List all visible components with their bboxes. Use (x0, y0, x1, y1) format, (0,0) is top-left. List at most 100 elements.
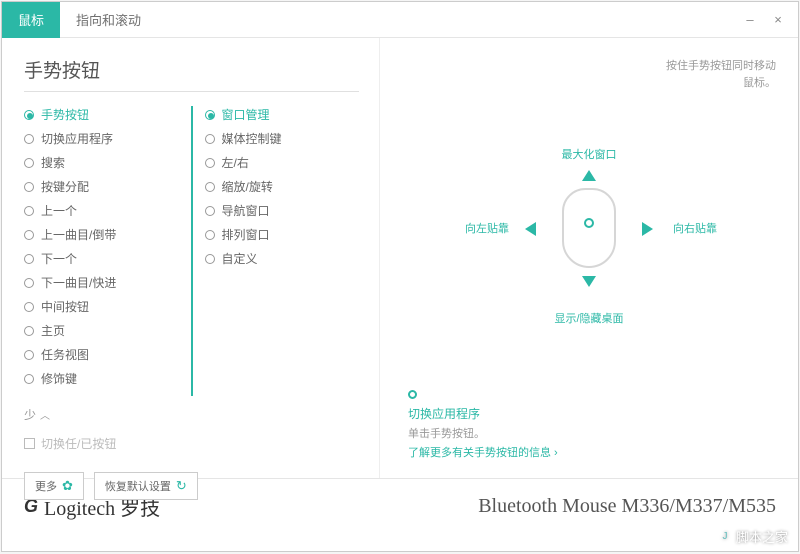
option-item[interactable]: 手势按钮 (24, 106, 179, 123)
radio-icon (205, 110, 215, 120)
option-item[interactable]: 搜索 (24, 154, 179, 171)
radio-icon (24, 230, 34, 240)
radio-icon (24, 374, 34, 384)
option-item[interactable]: 主页 (24, 322, 179, 339)
checkbox-icon[interactable] (24, 438, 35, 449)
option-label: 缩放/旋转 (222, 178, 273, 195)
option-item[interactable]: 左/右 (205, 154, 360, 171)
option-item[interactable]: 上一曲目/倒带 (24, 226, 179, 243)
app-window: 鼠标 指向和滚动 – × 手势按钮 手势按钮切换应用程序搜索按键分配上一个上一曲… (1, 1, 799, 552)
collapse-row[interactable]: 少 ︿ (24, 406, 359, 423)
refresh-icon: ↻ (176, 478, 187, 494)
info-title: 切换应用程序 (408, 405, 778, 422)
minimize-icon[interactable]: – (744, 12, 756, 27)
option-item[interactable]: 停止 (24, 394, 179, 396)
tab-point-scroll[interactable]: 指向和滚动 (60, 2, 157, 38)
option-label: 导航窗口 (222, 202, 270, 219)
tab-mouse[interactable]: 鼠标 (2, 2, 60, 38)
option-label: 上一个 (41, 202, 77, 219)
radio-icon (24, 110, 34, 120)
option-item[interactable]: 下一个 (24, 250, 179, 267)
option-label: 主页 (41, 322, 65, 339)
radio-icon (24, 350, 34, 360)
less-label: 少 (24, 406, 36, 423)
option-item[interactable]: 缩放/旋转 (205, 178, 360, 195)
radio-icon (205, 182, 215, 192)
option-item[interactable]: 修饰键 (24, 370, 179, 387)
option-item[interactable]: 按键分配 (24, 178, 179, 195)
radio-icon (205, 230, 215, 240)
option-item[interactable]: 任务视图 (24, 346, 179, 363)
option-label: 左/右 (222, 154, 249, 171)
info-sub: 单击手势按钮。 (408, 425, 778, 441)
option-item[interactable]: 导航窗口 (205, 202, 360, 219)
option-label: 修饰键 (41, 370, 77, 387)
diagram-left-label: 向左贴靠 (465, 220, 509, 236)
info-dot-icon (408, 390, 417, 399)
option-label: 上一曲目/倒带 (41, 226, 116, 243)
option-item[interactable]: 中间按钮 (24, 298, 179, 315)
radio-icon (24, 254, 34, 264)
chevron-up-icon: ︿ (40, 407, 50, 422)
option-item[interactable]: 媒体控制键 (205, 130, 360, 147)
mouse-diagram: 最大化窗口 向左贴靠 向右贴靠 显示/隐藏桌面 (429, 128, 749, 338)
option-columns: 手势按钮切换应用程序搜索按键分配上一个上一曲目/倒带下一个下一曲目/快进中间按钮… (24, 106, 359, 396)
checkbox-label: 切换任/已按钮 (41, 435, 116, 452)
reset-button[interactable]: 恢复默认设置 ↻ (94, 472, 198, 500)
watermark-icon: J (718, 530, 732, 544)
learn-more-link[interactable]: 了解更多有关手势按钮的信息 › (408, 444, 778, 460)
arrow-down-icon (582, 276, 596, 287)
reset-label: 恢复默认设置 (105, 478, 171, 494)
option-item[interactable]: 自定义 (205, 250, 360, 267)
option-label: 媒体控制键 (222, 130, 282, 147)
option-label: 按键分配 (41, 178, 89, 195)
arrow-right-icon (642, 222, 653, 236)
column-1: 手势按钮切换应用程序搜索按键分配上一个上一曲目/倒带下一个下一曲目/快进中间按钮… (24, 106, 179, 396)
radio-icon (205, 206, 215, 216)
radio-icon (205, 158, 215, 168)
more-button[interactable]: 更多 ✿ (24, 472, 84, 500)
watermark-text: 脚本之家 (736, 527, 788, 546)
diagram-up-label: 最大化窗口 (562, 146, 617, 162)
gear-icon: ✿ (62, 478, 73, 494)
option-label: 排列窗口 (222, 226, 270, 243)
close-icon[interactable]: × (772, 12, 784, 27)
panel-left: 手势按钮 手势按钮切换应用程序搜索按键分配上一个上一曲目/倒带下一个下一曲目/快… (2, 38, 380, 478)
option-label: 自定义 (222, 250, 258, 267)
section-title: 手势按钮 (24, 56, 359, 92)
mouse-middle-icon (584, 218, 594, 228)
option-item[interactable]: 窗口管理 (205, 106, 360, 123)
info-block: 切换应用程序 单击手势按钮。 了解更多有关手势按钮的信息 › (408, 390, 778, 460)
column-2: 窗口管理媒体控制键左/右缩放/旋转导航窗口排列窗口自定义 (191, 106, 360, 396)
option-item[interactable]: 下一曲目/快进 (24, 274, 179, 291)
titlebar: 鼠标 指向和滚动 – × (2, 2, 798, 38)
option-label: 切换应用程序 (41, 130, 113, 147)
option-label: 任务视图 (41, 346, 89, 363)
content: 手势按钮 手势按钮切换应用程序搜索按键分配上一个上一曲目/倒带下一个下一曲目/快… (2, 38, 798, 478)
diagram-down-label: 显示/隐藏桌面 (554, 310, 623, 326)
option-label: 窗口管理 (222, 106, 270, 123)
radio-icon (205, 134, 215, 144)
arrow-left-icon (525, 222, 536, 236)
radio-icon (205, 254, 215, 264)
option-label: 下一曲目/快进 (41, 274, 116, 291)
more-label: 更多 (35, 478, 57, 494)
radio-icon (24, 182, 34, 192)
mouse-outline-icon (562, 188, 616, 268)
option-label: 下一个 (41, 250, 77, 267)
radio-icon (24, 326, 34, 336)
device-name: Bluetooth Mouse M336/M337/M535 (478, 495, 776, 518)
checkbox-row[interactable]: 切换任/已按钮 (24, 435, 359, 452)
option-label: 中间按钮 (41, 298, 89, 315)
hint-text: 按住手势按钮同时移动鼠标。 (666, 58, 776, 91)
option-item[interactable]: 上一个 (24, 202, 179, 219)
option-item[interactable]: 排列窗口 (205, 226, 360, 243)
window-controls: – × (744, 12, 798, 27)
option-label: 手势按钮 (41, 106, 89, 123)
panel-right: 按住手势按钮同时移动鼠标。 最大化窗口 向左贴靠 向右贴靠 显示/隐藏桌面 切换… (380, 38, 798, 478)
radio-icon (24, 206, 34, 216)
diagram-right-label: 向右贴靠 (673, 220, 717, 236)
option-item[interactable]: 切换应用程序 (24, 130, 179, 147)
radio-icon (24, 302, 34, 312)
radio-icon (24, 134, 34, 144)
